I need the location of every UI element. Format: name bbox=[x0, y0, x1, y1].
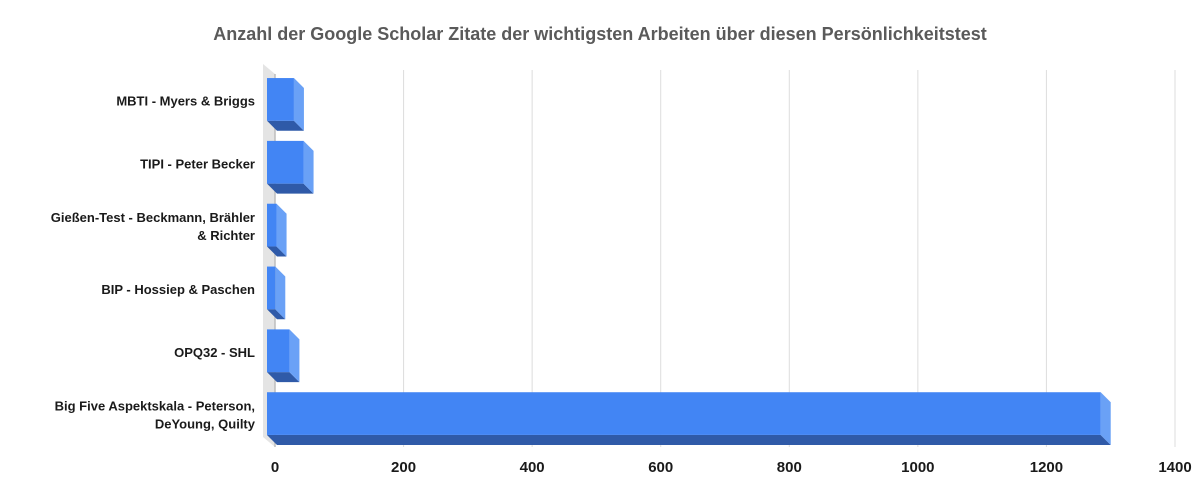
bar-bottom-face bbox=[267, 309, 286, 320]
bar bbox=[267, 392, 1111, 445]
bar-side-face bbox=[289, 329, 300, 383]
x-tick-label: 800 bbox=[777, 459, 802, 476]
category-label-line: DeYoung, Quilty bbox=[155, 417, 256, 432]
bar-bottom-face bbox=[267, 246, 287, 257]
bar-front-face bbox=[267, 203, 277, 247]
category-label-line: Big Five Aspektskala - Peterson, bbox=[55, 399, 255, 414]
category-label-line: Gießen-Test - Beckmann, Brähler bbox=[51, 210, 255, 225]
x-tick-label: 400 bbox=[520, 459, 545, 476]
x-tick-label: 600 bbox=[648, 459, 673, 476]
chart-title: Anzahl der Google Scholar Zitate der wic… bbox=[213, 24, 987, 44]
bar-bottom-face bbox=[267, 120, 304, 131]
category-label-line: OPQ32 - SHL bbox=[174, 345, 255, 360]
bar-bottom-face bbox=[267, 183, 314, 194]
bar-bottom-face bbox=[267, 434, 1111, 445]
bar bbox=[267, 329, 300, 383]
category-label-line: TIPI - Peter Becker bbox=[140, 156, 255, 171]
x-tick-label: 200 bbox=[391, 459, 416, 476]
bar-side-face bbox=[1100, 392, 1111, 445]
bar-front-face bbox=[267, 392, 1101, 435]
bar-side-face bbox=[276, 203, 287, 257]
bar-front-face bbox=[267, 329, 290, 373]
category-label-line: BIP - Hossiep & Paschen bbox=[101, 282, 255, 297]
category-label: OPQ32 - SHL bbox=[174, 345, 255, 360]
bar-bottom-face bbox=[267, 372, 300, 383]
bar-side-face bbox=[275, 266, 286, 320]
bar-side-face bbox=[293, 78, 304, 131]
x-tick-label: 1000 bbox=[901, 459, 934, 476]
bar-front-face bbox=[267, 266, 276, 310]
category-label: Gießen-Test - Beckmann, Brähler & Richter bbox=[51, 210, 255, 243]
bar-front-face bbox=[267, 78, 294, 121]
bar bbox=[267, 78, 304, 131]
bar bbox=[267, 140, 314, 194]
bar bbox=[267, 266, 286, 320]
category-label-line: MBTI - Myers & Briggs bbox=[116, 93, 255, 108]
bar-front-face bbox=[267, 140, 304, 184]
x-tick-label: 1400 bbox=[1158, 459, 1191, 476]
bar-side-face bbox=[303, 140, 314, 194]
category-label: Big Five Aspektskala - Peterson, DeYoung,… bbox=[55, 399, 256, 432]
x-tick-label: 1200 bbox=[1030, 459, 1063, 476]
bar bbox=[267, 203, 287, 257]
category-label: MBTI - Myers & Briggs bbox=[116, 93, 255, 108]
category-label-line: & Richter bbox=[197, 228, 255, 243]
x-tick-label: 0 bbox=[271, 459, 279, 476]
category-label: BIP - Hossiep & Paschen bbox=[101, 282, 255, 297]
category-label: TIPI - Peter Becker bbox=[140, 156, 255, 171]
